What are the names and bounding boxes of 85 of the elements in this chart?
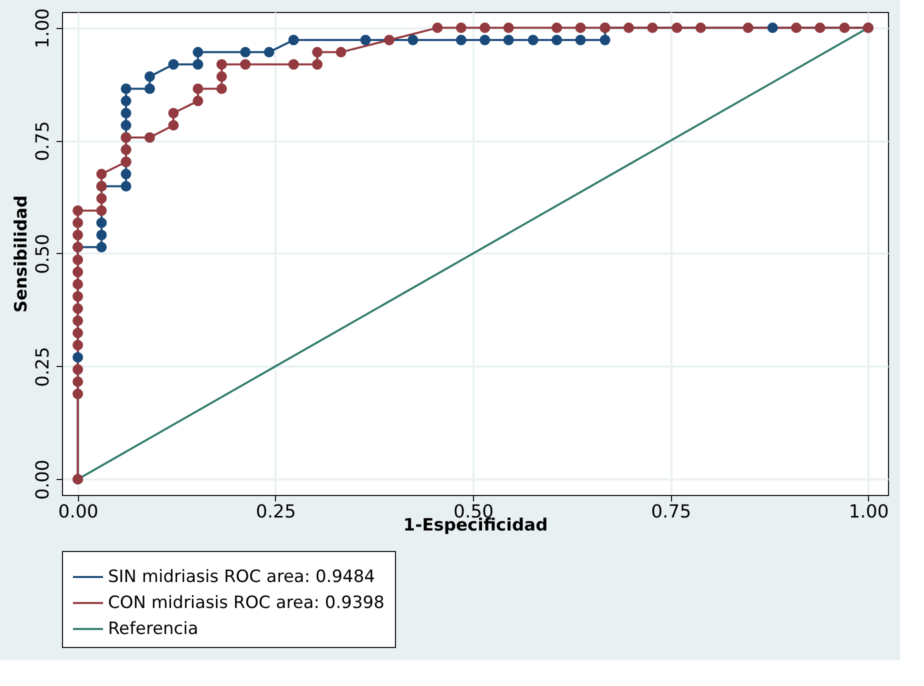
point: [72, 291, 84, 302]
point: [96, 242, 107, 252]
point: [192, 96, 204, 106]
point: [120, 181, 132, 192]
point: [120, 120, 132, 131]
legend-label: Referencia: [108, 619, 198, 639]
point: [575, 22, 586, 34]
point: [72, 303, 84, 314]
point: [96, 168, 107, 180]
point: [72, 328, 84, 338]
point: [503, 34, 514, 46]
point: [216, 59, 227, 70]
point: [480, 22, 490, 34]
point: [288, 34, 299, 46]
y-tick-label: 0.50: [32, 234, 54, 274]
point: [72, 278, 84, 290]
point: [72, 254, 84, 266]
point: [72, 316, 84, 326]
point: [240, 46, 251, 58]
point: [312, 46, 323, 58]
point: [72, 205, 84, 216]
point: [144, 84, 155, 94]
point: [168, 59, 179, 70]
point: [528, 34, 538, 46]
point: [336, 46, 346, 58]
point: [216, 84, 227, 94]
point: [96, 230, 107, 240]
point: [575, 34, 586, 46]
point: [647, 22, 658, 34]
point: [72, 340, 84, 350]
y-tick-label: 0.75: [32, 121, 54, 162]
point: [192, 46, 204, 58]
y-tick-label: 0.25: [32, 346, 54, 387]
point: [623, 22, 634, 34]
point: [503, 22, 514, 34]
point: [456, 34, 466, 46]
point: [695, 22, 706, 34]
point: [240, 59, 251, 70]
x-tick-label: 0.25: [256, 502, 296, 522]
point: [192, 84, 204, 94]
point: [742, 22, 754, 34]
point: [72, 376, 84, 387]
point: [360, 34, 371, 46]
point: [216, 71, 227, 82]
point: [168, 120, 179, 131]
x-tick-label: 1.00: [848, 502, 889, 522]
point: [408, 34, 418, 46]
point: [480, 34, 490, 46]
y-axis-title: Sensibilidad: [12, 195, 32, 313]
point: [96, 193, 107, 204]
y-tick-label: 1.00: [32, 8, 54, 48]
point: [814, 22, 826, 34]
legend-label: CON midriasis ROC area: 0.9398: [108, 593, 384, 613]
x-tick-label: 0.75: [651, 502, 692, 522]
point: [552, 34, 562, 46]
point: [288, 59, 299, 70]
point: [432, 22, 443, 34]
point: [72, 364, 84, 375]
point: [168, 108, 179, 118]
point: [72, 230, 84, 240]
point: [552, 22, 562, 34]
point: [672, 22, 682, 34]
point: [144, 71, 155, 82]
point: [120, 84, 132, 94]
point: [72, 266, 84, 278]
x-tick-label: 0.00: [58, 502, 98, 522]
point: [144, 132, 155, 143]
point: [384, 34, 394, 46]
point: [791, 22, 802, 34]
point: [120, 96, 132, 106]
point: [96, 205, 107, 216]
point: [600, 34, 610, 46]
point: [192, 59, 204, 70]
point: [456, 22, 466, 34]
point: [72, 218, 84, 228]
point: [120, 168, 132, 180]
point: [839, 22, 850, 34]
point: [264, 46, 274, 58]
point: [72, 352, 84, 363]
point: [96, 218, 107, 228]
legend-label: SIN midriasis ROC area: 0.9484: [108, 567, 375, 587]
point: [312, 59, 323, 70]
point: [767, 22, 778, 34]
point: [120, 108, 132, 118]
point: [72, 388, 84, 400]
